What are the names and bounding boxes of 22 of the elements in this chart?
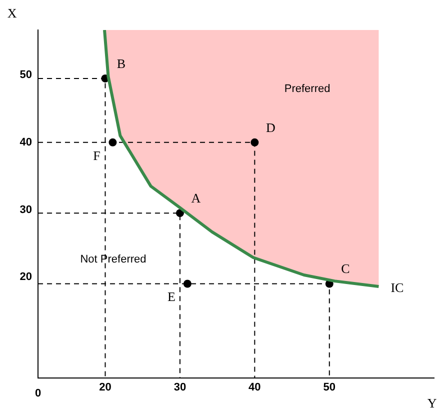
x-axis-title: Y bbox=[427, 395, 438, 409]
point bbox=[250, 138, 259, 146]
y-tick-label: 20 bbox=[20, 271, 32, 284]
series-label: IC bbox=[390, 280, 404, 295]
annotation: F bbox=[93, 148, 100, 163]
y-tick-label: 50 bbox=[20, 69, 32, 82]
text: 0 bbox=[34, 388, 42, 400]
x-tick-label: 30 bbox=[174, 382, 186, 394]
annotation: D bbox=[266, 120, 276, 135]
y-tick-label: 30 bbox=[20, 204, 32, 216]
x-tick-label: 40 bbox=[248, 382, 261, 394]
x-tick-label: 20 bbox=[99, 382, 112, 394]
annotation: C bbox=[341, 261, 350, 276]
y-axis-title: X bbox=[7, 5, 18, 20]
annotation: Not Preferred bbox=[80, 254, 146, 266]
annotation: Preferred bbox=[284, 83, 330, 96]
annotation: E bbox=[167, 289, 176, 304]
y-tick-label: 40 bbox=[20, 136, 32, 148]
annotation: B bbox=[116, 56, 126, 71]
annotation: A bbox=[191, 190, 202, 206]
x-tick-label: 50 bbox=[323, 382, 336, 394]
point bbox=[183, 280, 192, 288]
